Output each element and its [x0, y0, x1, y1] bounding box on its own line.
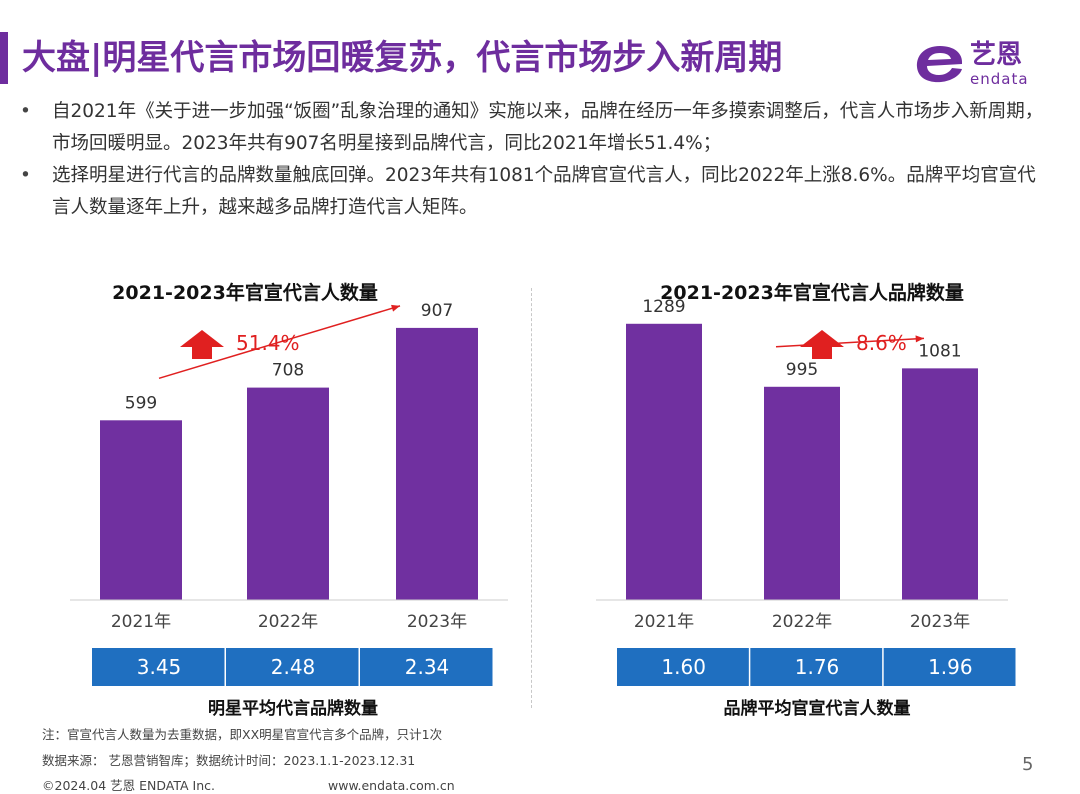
trend-line	[775, 337, 925, 348]
table-value: 2.34	[405, 655, 450, 679]
table-cell	[617, 648, 749, 686]
x-tick-label: 2021年	[634, 612, 694, 632]
bar	[247, 387, 329, 600]
bar	[396, 327, 478, 600]
chart-svg: 2021-2023年官宣代言人数量 599 2021年 708 2022年 907 2023…	[70, 281, 508, 719]
table-value: 3.45	[137, 655, 182, 679]
table-value: 1.60	[661, 655, 706, 679]
bullet-item: • 自2021年《关于进一步加强“饭圈”乱象治理的通知》实施以来，品牌在经历一年…	[20, 96, 1050, 160]
chart-brand-count: 2021-2023年官宣代言人品牌数量 1289 2021年 995 2022年 1081…	[580, 270, 1025, 720]
table-value: 1.96	[928, 655, 973, 679]
website-url: www.endata.com.cn	[328, 778, 455, 793]
copyright: ©2024.04 艺恩 ENDATA Inc.	[42, 778, 216, 793]
footnote: 注：官宣代言人数量为去重数据，即XX明星官宣代言多个品牌，只计1次	[42, 727, 443, 742]
growth-label: 51.4%	[236, 331, 300, 355]
x-tick-label: 2022年	[258, 612, 318, 632]
data-source: 数据来源： 艺恩营销智库；数据统计时间：2023.1.1-2023.12.31	[42, 753, 416, 768]
logo-text-en: endata	[970, 70, 1029, 88]
growth-label: 8.6%	[856, 331, 907, 355]
table-caption: 品牌平均官宣代言人数量	[724, 698, 911, 719]
trend-line	[158, 305, 401, 380]
trend-arrow-head	[391, 304, 400, 312]
table-caption: 明星平均代言品牌数量	[208, 698, 378, 719]
bar	[626, 323, 702, 600]
up-arrow-icon	[800, 330, 844, 359]
table-value: 2.48	[271, 655, 316, 679]
chart-title: 2021-2023年官宣代言人品牌数量	[660, 281, 964, 304]
table-cell	[883, 648, 1016, 686]
up-arrow-icon	[180, 330, 224, 359]
table-value: 1.76	[795, 655, 840, 679]
table-cell	[750, 648, 883, 686]
x-tick-label: 2021年	[111, 612, 171, 632]
chart-title: 2021-2023年官宣代言人数量	[112, 281, 378, 304]
table-cell	[226, 648, 359, 686]
chart-spokesperson-count: 2021-2023年官宣代言人数量 599 2021年 708 2022年 907 2023…	[40, 270, 515, 720]
bullet-item: • 选择明星进行代言的品牌数量触底回弹。2023年共有1081个品牌官宣代言人，…	[20, 160, 1050, 224]
trend-arrow-head	[915, 335, 924, 343]
data-label: 708	[272, 361, 304, 381]
table-cell	[92, 648, 225, 686]
bullet-dot: •	[20, 165, 31, 186]
logo: 艺恩 endata	[914, 38, 1054, 98]
logo-text-cn: 艺恩	[970, 40, 1023, 70]
x-tick-label: 2022年	[772, 612, 832, 632]
data-label: 599	[125, 393, 157, 413]
summary-bullets: • 自2021年《关于进一步加强“饭圈”乱象治理的通知》实施以来，品牌在经历一年…	[20, 96, 1050, 224]
bar	[902, 368, 978, 600]
bullet-dot: •	[20, 101, 31, 122]
x-tick-label: 2023年	[910, 612, 970, 632]
data-label: 1081	[918, 341, 961, 361]
endata-logo-icon	[916, 46, 963, 83]
table-cell	[360, 648, 493, 686]
page-number: 5	[1022, 754, 1034, 775]
x-tick-label: 2023年	[407, 612, 467, 632]
bullet-text: 选择明星进行代言的品牌数量触底回弹。2023年共有1081个品牌官宣代言人，同比…	[52, 165, 1036, 218]
data-label: 1289	[642, 297, 685, 317]
title-accent-bar	[0, 32, 8, 84]
chart-divider	[531, 288, 532, 708]
page-title: 大盘|明星代言市场回暖复苏，代言市场步入新周期	[22, 38, 783, 78]
data-label: 907	[421, 301, 453, 321]
bar	[764, 386, 840, 600]
data-label: 995	[786, 360, 818, 380]
bullet-text: 自2021年《关于进一步加强“饭圈”乱象治理的通知》实施以来，品牌在经历一年多摸…	[52, 101, 1044, 154]
bar	[100, 420, 182, 600]
